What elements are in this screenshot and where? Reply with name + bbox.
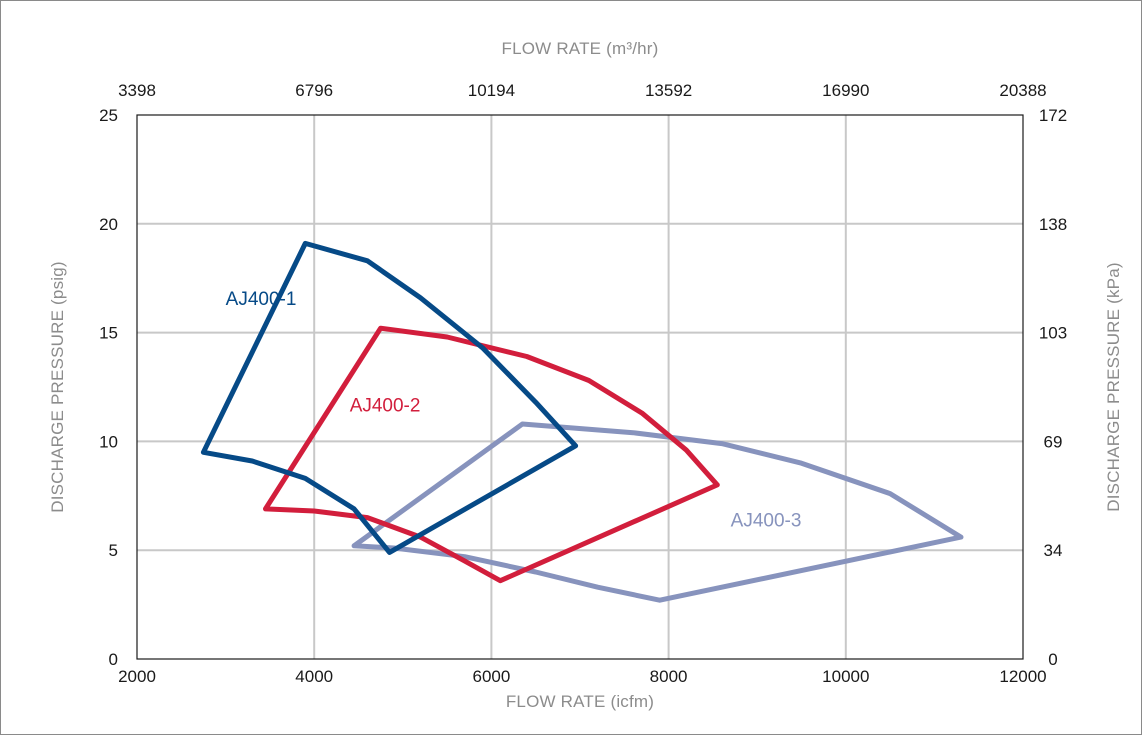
y2-axis-title: DISCHARGE PRESSURE (kPa) [1104, 262, 1123, 511]
y-tick-label: 0 [109, 650, 118, 669]
x2-axis-title: FLOW RATE (m³/hr) [501, 39, 658, 58]
plot-area-background [137, 115, 1023, 659]
plot-area-border [136, 114, 1024, 660]
y2-tick-label: 0 [1048, 650, 1057, 669]
x-tick-label: 8000 [650, 667, 688, 686]
series-aj400-2-line [263, 325, 720, 584]
x-tick-label: 2000 [118, 667, 156, 686]
horizontal-gridlines [137, 222, 1023, 552]
y-tick-label: 20 [99, 215, 118, 234]
x2-tick-label: 3398 [118, 81, 156, 100]
y-axis-title: DISCHARGE PRESSURE (psig) [48, 261, 67, 513]
y-tick-label: 15 [99, 324, 118, 343]
y2-tick-label: 69 [1044, 432, 1063, 451]
y2-tick-label: 34 [1044, 541, 1063, 560]
x2-tick-label: 16990 [822, 81, 869, 100]
x-axis-top-ticks: 3398 6796 10194 13592 16990 20388 [118, 81, 1047, 100]
y2-tick-label: 103 [1039, 324, 1067, 343]
series-label-aj400-3: AJ400-3 [731, 511, 802, 532]
series-label-aj400-1: AJ400-1 [226, 289, 297, 310]
series-label-aj400-2: AJ400-2 [350, 395, 421, 416]
y-axis-right-ticks: 0 34 69 103 138 172 [1039, 106, 1067, 669]
x-tick-label: 6000 [472, 667, 510, 686]
y2-tick-label: 172 [1039, 106, 1067, 125]
x-axis-title: FLOW RATE (icfm) [506, 692, 654, 711]
series-labels: AJ400-1 AJ400-2 AJ400-3 [226, 289, 802, 532]
x2-tick-label: 13592 [645, 81, 692, 100]
x-axis-bottom-ticks: 2000 4000 6000 8000 10000 12000 [118, 667, 1047, 686]
x2-tick-label: 10194 [468, 81, 515, 100]
x2-tick-label: 20388 [999, 81, 1046, 100]
y-tick-label: 25 [99, 106, 118, 125]
y-axis-left-ticks: 0 5 10 15 20 25 [99, 106, 118, 669]
x-tick-label: 12000 [999, 667, 1046, 686]
y-tick-label: 10 [99, 432, 118, 451]
vertical-gridlines [313, 115, 847, 659]
y2-tick-label: 138 [1039, 215, 1067, 234]
series-aj400-3-line [351, 421, 964, 603]
x-tick-label: 10000 [822, 667, 869, 686]
x2-tick-label: 6796 [295, 81, 333, 100]
x-tick-label: 4000 [295, 667, 333, 686]
series-aj400-1-line [200, 240, 579, 555]
series-layer [200, 240, 964, 603]
y-tick-label: 5 [109, 541, 118, 560]
